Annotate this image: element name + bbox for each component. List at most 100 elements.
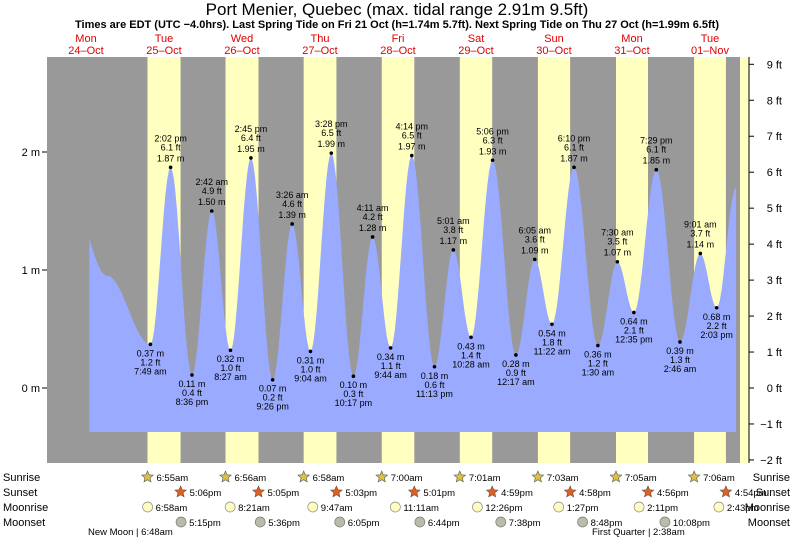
high-tide-height: 1.28 m — [359, 223, 387, 233]
high-tide-feet: 3.8 ft — [443, 225, 464, 235]
tide-point — [270, 377, 275, 382]
high-tide-time: 6:10 pm — [558, 133, 591, 143]
sunset-icon — [252, 485, 265, 498]
sunset-icon — [485, 485, 499, 498]
high-tide-time: 9:01 am — [684, 219, 717, 229]
low-tide-height: 0.34 m — [377, 352, 405, 362]
sunset-time: 4:54pm — [735, 488, 767, 499]
low-tide-feet: 1.4 ft — [461, 350, 482, 360]
low-tide-height: 0.07 m — [259, 384, 287, 394]
sunrise-icon — [219, 470, 232, 483]
right-axis-label: 2 ft — [767, 311, 782, 323]
left-axis-label: 0 m — [22, 383, 40, 395]
moonset-time: 6:05pm — [348, 518, 380, 529]
low-tide-time: 1:30 am — [582, 368, 615, 378]
chart-title: Port Menier, Quebec (max. tidal range 2.… — [206, 0, 589, 19]
high-tide-feet: 4.6 ft — [282, 199, 303, 209]
high-tide-time: 5:01 am — [437, 216, 470, 226]
moonset-time: 5:36pm — [268, 518, 300, 529]
moonset-icon — [495, 516, 507, 528]
day-date: 31–Oct — [614, 45, 649, 57]
moonset-time: 7:38pm — [509, 518, 541, 529]
moonrise-icon — [713, 501, 725, 513]
sunset-icon — [563, 485, 577, 498]
sunset-icon — [407, 485, 421, 498]
low-tide-feet: 1.8 ft — [542, 337, 563, 347]
day-labels: Mon24–OctTue25–OctWed26–OctThu27–OctFri2… — [68, 33, 729, 57]
row-label-moonset-right: Moonset — [748, 517, 790, 529]
high-tide-feet: 4.9 ft — [202, 186, 223, 196]
tide-point — [351, 374, 356, 379]
right-axis-band — [740, 57, 749, 463]
moonset-time: 10:08pm — [673, 518, 710, 529]
low-tide-height: 0.68 m — [703, 312, 731, 322]
high-tide-height: 1.95 m — [237, 144, 265, 154]
low-tide-time: 2:03 pm — [700, 330, 733, 340]
moonset-time: 5:15pm — [189, 518, 221, 529]
high-tide-time: 3:26 am — [276, 190, 309, 200]
tide-point — [190, 373, 194, 377]
right-axis-label: −2 ft — [760, 455, 782, 467]
moonrise-time: 11:11am — [403, 503, 439, 514]
sunrise-time: 7:05am — [625, 473, 657, 484]
high-tide-time: 6:05 am — [518, 225, 551, 235]
sunset-icon — [329, 485, 343, 498]
high-tide-feet: 6.1 ft — [161, 142, 182, 152]
low-tide-height: 0.11 m — [179, 379, 206, 389]
moonrise-icon — [307, 501, 319, 513]
moon-phase-first-quarter: First Quarter | 2:38am — [592, 527, 685, 538]
tide-point — [469, 335, 473, 340]
tide-point — [596, 343, 600, 348]
chart-subtitle: Times are EDT (UTC −4.0hrs). Last Spring… — [75, 19, 719, 31]
low-tide-time: 12:35 pm — [615, 334, 653, 344]
tide-point — [308, 349, 313, 354]
tide-point — [615, 259, 620, 264]
day-date: 26–Oct — [224, 45, 259, 57]
sunrise-time: 6:58am — [313, 473, 345, 484]
moonrise-icon — [142, 501, 154, 513]
sunrise-time: 7:03am — [547, 473, 579, 484]
sunrise-time: 6:56am — [235, 473, 267, 484]
high-tide-feet: 6.1 ft — [564, 142, 585, 152]
plot-area: 0 m 1 m 2 m −2 ft −1 ft 0 ft 1 ft 2 ft 3 ft 4 ft 5… — [22, 57, 782, 467]
day-date: 25–Oct — [146, 45, 181, 57]
moonrise-time: 2:11pm — [647, 503, 678, 514]
low-tide-height: 0.54 m — [538, 328, 566, 338]
high-tide-time: 2:42 am — [196, 177, 229, 187]
low-tide-feet: 1.0 ft — [300, 364, 321, 374]
low-tide-feet: 0.2 ft — [263, 393, 284, 403]
low-tide-feet: 0.6 ft — [424, 380, 445, 390]
low-tide-time: 9:44 am — [374, 370, 407, 380]
moonrise-time: 8:21am — [238, 503, 270, 514]
left-axis-label: 2 m — [22, 147, 40, 159]
sunrise-time: 7:06am — [703, 473, 735, 484]
tide-point — [228, 348, 233, 353]
tide-point — [654, 167, 659, 172]
row-label-sunrise-right: Sunrise — [753, 472, 790, 484]
moonset-icon — [175, 516, 187, 528]
day-name: Thu — [311, 33, 330, 45]
tide-point — [451, 248, 456, 252]
sunrise-icon — [297, 470, 311, 483]
low-tide-height: 0.10 m — [340, 380, 368, 390]
sun-moon-rows: Sunrise Sunrise Sunset Sunset Moonrise Moonri… — [3, 470, 790, 538]
high-tide-height: 1.39 m — [278, 210, 306, 220]
high-tide-height: 1.50 m — [198, 197, 226, 207]
row-label-moonrise-right: Moonrise — [745, 502, 790, 514]
tide-point — [168, 165, 173, 170]
moonrise-icon — [224, 501, 236, 513]
moonrise-time: 12:26pm — [485, 503, 522, 514]
moonset-icon — [414, 516, 426, 528]
day-name: Sat — [468, 33, 485, 45]
tide-point — [148, 342, 153, 347]
high-tide-time: 5:06 pm — [476, 126, 509, 136]
high-tide-height: 1.09 m — [521, 245, 549, 255]
low-tide-time: 10:28 am — [452, 359, 490, 369]
low-tide-time: 8:27 am — [214, 372, 247, 382]
high-tide-feet: 6.5 ft — [321, 128, 342, 138]
tide-point — [209, 209, 214, 213]
low-tide-time: 9:04 am — [294, 373, 327, 383]
sunrise-icon — [609, 470, 623, 483]
moonrise-time: 1:27pm — [567, 503, 599, 514]
sunrise-icon — [453, 470, 467, 483]
